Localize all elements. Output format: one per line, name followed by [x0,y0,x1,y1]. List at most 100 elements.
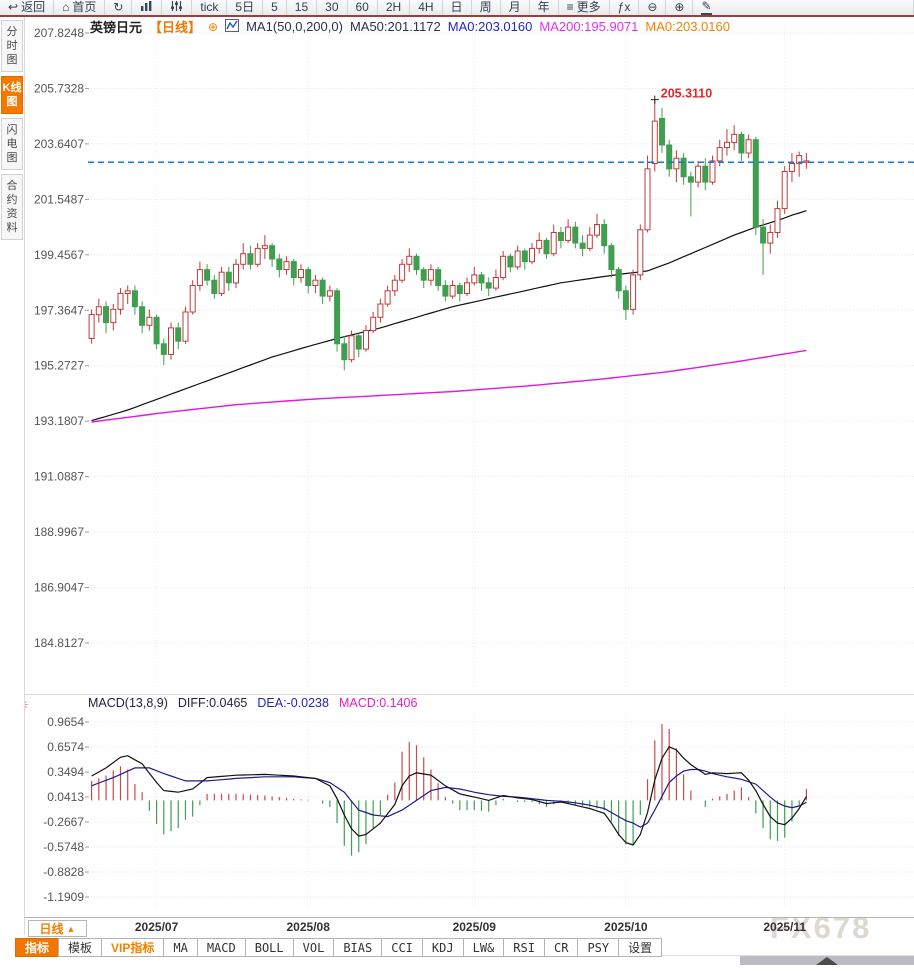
macd-dea-value: DEA:-0.0238 [257,696,329,710]
toolbar-indicator-params-button[interactable] [162,0,193,15]
indicator-tab-kdj[interactable]: KDJ [421,938,464,957]
sidebar-tab-shandiantu[interactable]: 闪电图 [1,118,23,170]
back-arrow-icon: ↩ [8,0,19,14]
toolbar-m30-button[interactable]: 30 [317,0,348,15]
toolbar-zoom-in-button[interactable]: ⊕ [666,0,694,15]
toolbar-fx-label: ƒx [617,0,631,14]
toolbar-h2-label: 2H [385,0,402,14]
ma200-value: MA200:195.9071 [539,19,639,34]
home-icon: ⌂ [62,0,70,14]
indicator-tab-bias[interactable]: BIAS [333,938,383,957]
svg-text:186.9047: 186.9047 [34,581,84,595]
toolbar-m15-label: 15 [294,0,309,14]
bar-chart-icon [140,0,153,15]
svg-text:197.3647: 197.3647 [34,303,84,317]
indicator-tab-zhibiao[interactable]: 指标 [15,938,60,957]
svg-text:201.5487: 201.5487 [34,192,84,206]
toolbar-home-label: 首页 [72,0,97,14]
ma0-blue-value: MA0:203.0160 [447,19,533,34]
ma50-value: MA50:201.1172 [349,19,441,34]
ma-settings-label: MA1(50,0,200,0) [246,19,343,34]
svg-text:193.1807: 193.1807 [34,414,84,428]
toolbar-h4-label: 4H [418,0,434,14]
toolbar-day-label: 日 [450,0,463,14]
svg-text:0.3494: 0.3494 [47,765,84,779]
svg-text:205.7328: 205.7328 [34,81,84,95]
svg-text:184.8127: 184.8127 [34,636,84,650]
toolbar-year-button[interactable]: 年 [530,0,559,15]
indicator-tab-macd[interactable]: MACD [196,938,246,957]
toolbar-week-label: 周 [479,0,492,14]
svg-text:203.6407: 203.6407 [34,137,84,151]
indicator-tab-boll[interactable]: BOLL [244,938,294,957]
toolbar-draw-button[interactable]: ✎ [693,0,914,15]
watermark: FX678 [770,910,872,945]
toolbar-m5-button[interactable]: 5 [263,0,287,15]
toolbar-more-button[interactable]: ≡ 更多 [559,0,610,15]
svg-text:2025/10: 2025/10 [604,920,648,934]
toolbar-more-label: 更多 [576,0,601,14]
toolbar-m5-label: 5 [271,0,278,14]
indicator-tab-rsi[interactable]: RSI [503,938,545,957]
toolbar-year-label: 年 [537,0,550,14]
toolbar-back-button[interactable]: ↩ 返回 [0,0,55,15]
svg-text:2025/08: 2025/08 [287,920,331,934]
symbol-name: 英镑日元 [90,20,143,35]
refresh-icon: ↻ [113,0,124,14]
interval-selector-button[interactable]: 日线 ▲ [28,920,87,937]
scrollbar-triangle-icon[interactable] [816,957,838,965]
toolbar-home-button[interactable]: ⌂ 首页 [54,0,106,15]
pencil-icon: ✎ [701,0,712,15]
toolbar-m60-button[interactable]: 60 [348,0,378,15]
chart-icon[interactable] [225,18,240,35]
sliders-icon [170,0,183,15]
svg-text:-0.8828: -0.8828 [43,865,84,879]
toolbar-5d-label: 5日 [235,0,255,14]
indicator-tab-shezhi[interactable]: 设置 [618,938,663,957]
indicator-tab-cr[interactable]: CR [543,938,579,957]
macd-value: MACD:0.1406 [338,696,418,710]
macd-diff-value: DIFF:0.0465 [177,696,248,710]
toolbar-zoom-out-button[interactable]: ⊖ [639,0,667,15]
chart-header: 英镑日元 【日线】 ⊕ MA1(50,0,200,0) MA50:201.117… [90,17,730,36]
toolbar-h2-button[interactable]: 2H [378,0,411,15]
toolbar-m30-label: 30 [325,0,339,14]
sidebar-tab-heyueziliao[interactable]: 合约资料 [1,174,23,240]
indicator-tab-moban[interactable]: 模板 [58,938,103,957]
menu-icon: ≡ [566,0,574,14]
svg-text:0.6574: 0.6574 [47,740,84,754]
svg-text:-1.1909: -1.1909 [43,890,84,904]
indicator-tab-ma[interactable]: MA [163,938,198,957]
circle-plus-icon[interactable]: ⊕ [208,19,219,34]
sidebar-tab-kxiantu[interactable]: K线图 [1,76,23,114]
toolbar-5d-button[interactable]: 5日 [227,0,264,15]
sidebar: 分时图 K线图闪电图合约资料 [0,17,25,935]
svg-text:199.4567: 199.4567 [34,248,84,262]
indicator-tab-psy[interactable]: PSY [577,938,620,957]
toolbar-m60-label: 60 [355,0,369,14]
toolbar-tick-button[interactable]: tick [192,0,228,15]
toolbar-back-label: 返回 [21,0,46,14]
svg-text:191.0887: 191.0887 [34,470,84,484]
toolbar-day-button[interactable]: 日 [443,0,472,15]
toolbar-fx-button[interactable]: ƒx [610,0,640,15]
toolbar-week-button[interactable]: 周 [472,0,501,15]
svg-text:-0.5748: -0.5748 [43,840,84,854]
toolbar-h4-button[interactable]: 4H [410,0,443,15]
svg-text:0.0413: 0.0413 [47,790,84,804]
toolbar-m15-button[interactable]: 15 [287,0,318,15]
indicator-tab-cci[interactable]: CCI [381,938,423,957]
zoom-in-icon: ⊕ [674,0,685,14]
period-label: 【日线】 [149,20,202,35]
indicator-tab-vol[interactable]: VOL [292,938,335,957]
indicator-tab-lw[interactable]: LW& [462,938,505,957]
triangle-up-icon: ▲ [66,923,76,934]
toolbar-refresh-button[interactable]: ↻ [105,0,133,15]
interval-label: 日线 [39,922,64,936]
toolbar-month-button[interactable]: 月 [501,0,530,15]
indicator-tab-vip-zhibiao[interactable]: VIP指标 [101,938,165,957]
toolbar-chart-type-button[interactable] [132,0,163,15]
sidebar-tab-fenshitu[interactable]: 分时图 [1,20,23,72]
